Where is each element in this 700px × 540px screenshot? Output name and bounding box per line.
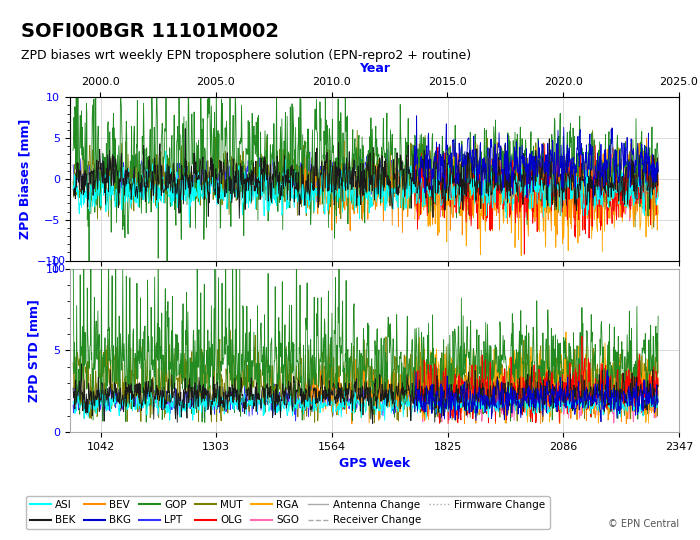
Y-axis label: ZPD Biases [mm]: ZPD Biases [mm] [18, 119, 32, 239]
Text: -10: -10 [48, 255, 66, 266]
X-axis label: GPS Week: GPS Week [339, 457, 410, 470]
Text: ZPD biases wrt weekly EPN troposphere solution (EPN-repro2 + routine): ZPD biases wrt weekly EPN troposphere so… [21, 49, 471, 62]
Legend: ASI, BEK, BEV, BKG, GOP, LPT, MUT, OLG, RGA, SGO, Antenna Change, Receiver Chang: ASI, BEK, BEV, BKG, GOP, LPT, MUT, OLG, … [26, 496, 550, 529]
Text: © EPN Central: © EPN Central [608, 519, 679, 529]
Text: SOFI00BGR 11101M002: SOFI00BGR 11101M002 [21, 22, 279, 40]
X-axis label: Year: Year [359, 62, 390, 75]
Text: 10: 10 [52, 264, 66, 274]
Y-axis label: ZPD STD [mm]: ZPD STD [mm] [28, 299, 41, 402]
